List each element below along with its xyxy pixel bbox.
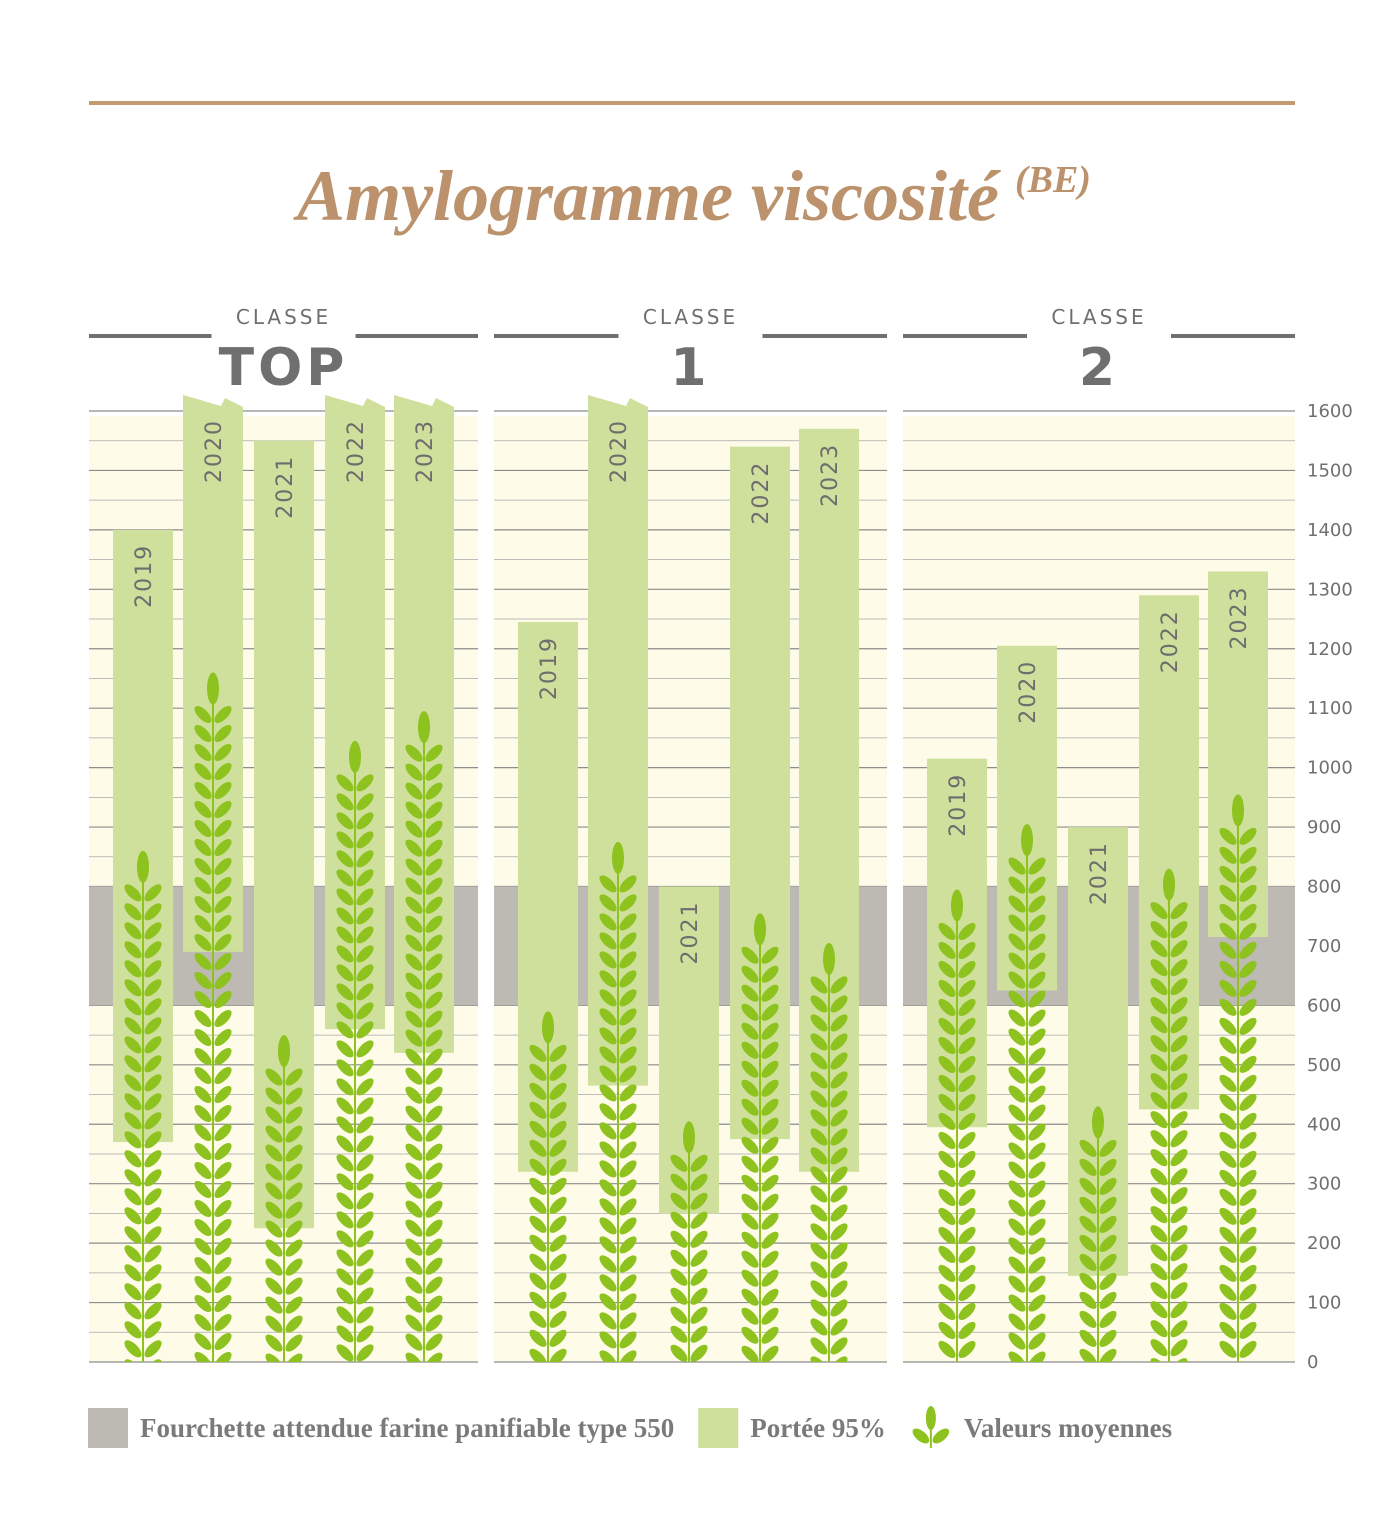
year-label: 2022 [344, 419, 369, 483]
year-label: 2023 [1227, 585, 1252, 649]
y-tick-label: 700 [1307, 936, 1341, 957]
mean-wheat-2022 [1150, 868, 1188, 1362]
mean-wheat-2023 [1219, 794, 1257, 1362]
mean-wheat-2021 [1079, 1106, 1117, 1362]
mean-wheat-2019 [938, 889, 976, 1362]
chart-title: Amylogramme viscosité [293, 156, 1001, 236]
classe-label: TOP [219, 338, 349, 398]
y-axis: 0 100 200 300 400 500 600 700 800 900 1000 1100 1200… [1307, 401, 1353, 1373]
legend-item: Fourchette attendue farine panifiable ty… [88, 1408, 674, 1448]
year-label: 2022 [749, 461, 774, 525]
chart-title-superscript: (BE) [1015, 159, 1091, 201]
y-tick-label: 1100 [1307, 698, 1353, 719]
panel-classe-1: CLASSE 1 2019 2020 2021 2022 2023 [494, 305, 887, 1363]
mean-wheat-2022 [741, 913, 779, 1362]
mean-wheat-2020 [1008, 824, 1046, 1362]
y-tick-label: 1300 [1307, 579, 1353, 600]
legend-green-square [698, 1408, 739, 1448]
mean-wheat-2020 [194, 672, 232, 1362]
y-tick-label: 600 [1307, 995, 1341, 1016]
year-label: 2019 [946, 773, 971, 837]
panel-classe-top: CLASSE TOP 2019 2020 2021 2022 2023 [89, 305, 478, 1363]
legend-gray-square [88, 1408, 128, 1448]
y-tick-label: 800 [1307, 877, 1341, 898]
y-tick-label: 1000 [1307, 758, 1353, 779]
y-tick-label: 500 [1307, 1055, 1341, 1076]
y-tick-label: 1500 [1307, 460, 1353, 481]
top-rule [89, 101, 1295, 105]
legend-label-expected: Fourchette attendue farine panifiable ty… [140, 1413, 674, 1443]
legend-label-range95: Portée 95% [750, 1413, 886, 1443]
year-label: 2020 [202, 419, 227, 483]
mean-wheat-2019 [529, 1011, 567, 1362]
y-tick-label: 0 [1307, 1352, 1318, 1373]
year-label: 2021 [273, 455, 298, 519]
y-tick-label: 400 [1307, 1114, 1341, 1135]
classe-label: 2 [1079, 338, 1119, 398]
year-label: 2021 [678, 901, 703, 965]
mean-wheat-2020 [599, 841, 637, 1362]
legend: Fourchette attendue farine panifiable ty… [88, 1406, 1172, 1448]
y-tick-label: 300 [1307, 1174, 1341, 1195]
legend-item: Portée 95% [698, 1408, 886, 1448]
year-label: 2021 [1087, 841, 1112, 905]
classe-small-label: CLASSE [236, 305, 331, 329]
panel-classe-2: CLASSE 2 2019 2020 2021 2022 2023 [903, 305, 1295, 1363]
y-tick-label: 900 [1307, 817, 1341, 838]
year-label: 2023 [818, 443, 843, 507]
y-tick-label: 1200 [1307, 639, 1353, 660]
mean-wheat-2023 [810, 942, 848, 1362]
mean-wheat-2022 [336, 740, 374, 1362]
classe-small-label: CLASSE [1051, 305, 1146, 329]
year-label: 2020 [1016, 660, 1041, 724]
mean-wheat-2023 [405, 711, 443, 1362]
year-label: 2022 [1158, 609, 1183, 673]
year-label: 2019 [537, 636, 562, 700]
y-tick-label: 1400 [1307, 520, 1353, 541]
classe-small-label: CLASSE [643, 305, 738, 329]
classe-label: 1 [670, 338, 710, 398]
mean-wheat-2019 [124, 850, 162, 1362]
range95-bar-2020: 2020 [588, 395, 648, 1086]
year-label: 2023 [413, 419, 438, 483]
y-tick-label: 1600 [1307, 401, 1353, 422]
y-tick-label: 200 [1307, 1233, 1341, 1254]
legend-item: Valeurs moyennes [912, 1406, 1172, 1448]
legend-label-mean: Valeurs moyennes [964, 1413, 1172, 1443]
mean-wheat-2021 [265, 1035, 303, 1362]
y-tick-label: 100 [1307, 1293, 1341, 1314]
legend-wheat-icon [912, 1406, 950, 1448]
year-label: 2019 [132, 544, 157, 608]
year-label: 2020 [607, 419, 632, 483]
mean-wheat-2021 [670, 1121, 708, 1362]
